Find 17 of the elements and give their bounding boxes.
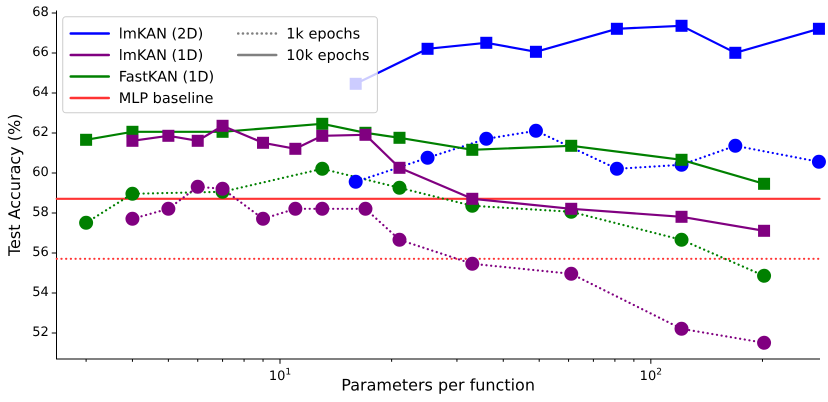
legend-label: FastKAN (1D) — [118, 69, 214, 86]
y-tick-label: 62 — [32, 125, 49, 140]
y-tick-label: 56 — [32, 245, 49, 260]
legend-label: MLP baseline — [118, 90, 214, 107]
legend-label: 1k epochs — [286, 26, 360, 42]
y-tick-label: 52 — [32, 325, 49, 340]
legend-label: 10k epochs — [286, 48, 370, 64]
y-tick-label: 64 — [32, 85, 49, 100]
y-axis-title: Test Accuracy (%) — [4, 114, 24, 258]
y-tick-label: 54 — [32, 285, 49, 300]
legend-label: lmKAN (2D) — [118, 26, 204, 42]
y-tick-label: 58 — [32, 205, 49, 220]
y-tick-label: 68 — [32, 5, 49, 20]
legend-label: lmKAN (1D) — [118, 48, 204, 64]
x-axis-title: Parameters per function — [341, 376, 535, 395]
y-tick-label: 60 — [32, 165, 49, 180]
y-tick-label: 66 — [32, 45, 49, 60]
